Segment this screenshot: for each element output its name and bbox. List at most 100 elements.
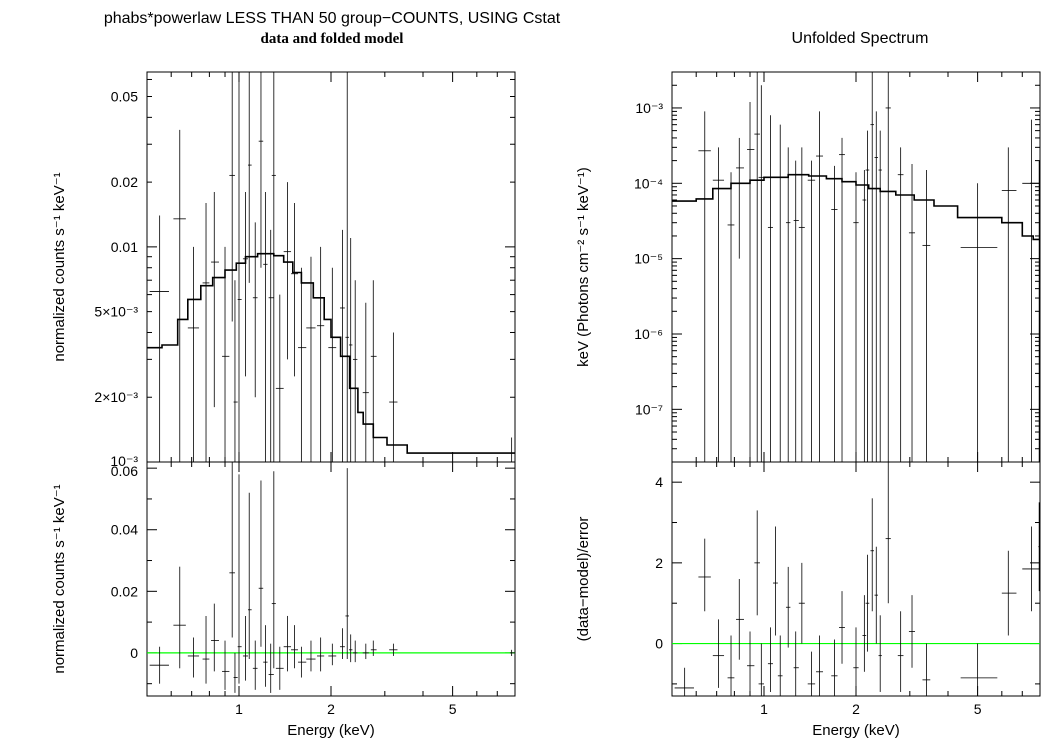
data-point: E=2.55 keV, y=0.001	[885, 72, 891, 462]
data-point: E=1.05 keV, y=-0.5	[767, 627, 773, 692]
data-point: E=1.85 keV, y=0.0043	[317, 246, 325, 462]
y-axis-label: normalized counts s⁻¹ keV⁻¹	[51, 172, 68, 361]
data-point: E=2.26 keV, y=0.012	[345, 468, 349, 660]
data-point: E=0.95 keV, y=0.026	[229, 462, 235, 638]
chart-panel-left_top: 0.05 0.02 0.01 5×10⁻³ 2×10⁻³ 10⁻³ normalized c…	[51, 71, 516, 469]
data-point: E=0.95 keV, y=0.0215	[229, 72, 235, 322]
data-point: E=0.98 keV, y=-1	[758, 643, 764, 696]
data-point: E=1.2 keV, y=0.9	[785, 566, 791, 648]
y-tick-label: 10⁻⁵	[634, 251, 663, 267]
data-point: E=0.71 keV, y=0.00011	[712, 147, 725, 462]
data-point: E=1.33 keV, y=1	[798, 562, 805, 644]
y-tick-label: 10⁻⁷	[635, 401, 663, 417]
data-point: E=0.9 keV, y=-0.55	[747, 631, 755, 696]
data-point: E=1.8 keV, y=0.00024	[839, 137, 845, 462]
data-point: E=2.75 keV, y=0.0031	[370, 280, 377, 462]
data-point: E=2.33 keV, y=1.2	[874, 546, 878, 644]
data-point: E=2.18 keV, y=0.002	[339, 628, 345, 660]
data-point: E=2.18 keV, y=0.00015	[865, 130, 870, 462]
data-point: E=1.08 keV, y=0.024	[247, 72, 252, 283]
y-tick-label: 0	[655, 636, 663, 652]
unfolded-title: Unfolded Spectrum	[791, 30, 929, 47]
data-point: E=1.08 keV, y=0.014	[247, 492, 252, 660]
data-point: E=7.95 keV, y=0.00006	[1038, 160, 1040, 462]
y-tick-label: 0.04	[111, 522, 138, 538]
data-point: E=2.4 keV, y=-0.3	[878, 615, 882, 692]
y-tick-label: 0.05	[111, 89, 138, 105]
data-point: E=1.44 keV, y=0.002	[283, 615, 292, 672]
data-point: E=0.78 keV, y=-0.002	[202, 615, 210, 684]
x-tick-label: 5	[974, 701, 982, 717]
data-point: E=1.22 keV, y=-0.003	[263, 625, 268, 687]
data-point: E=2.13 keV, y=0.2	[862, 595, 867, 672]
data-point: E=1.05 keV, y=0.00003	[767, 115, 773, 462]
data-point: E=0.71 keV, y=-0.3	[712, 619, 725, 688]
y-tick-label: 0.02	[111, 583, 138, 599]
data-point: E=1.52 keV, y=0.00023	[816, 111, 824, 462]
data-point: E=0.95 keV, y=0.00045	[754, 72, 760, 462]
x-tick-label: 2	[852, 701, 860, 717]
data-point: E=0.64 keV, y=0.00027	[698, 111, 711, 462]
data-point: E=1.52 keV, y=0.0075	[291, 202, 299, 377]
y-tick-label: 0.01	[111, 239, 138, 255]
data-point: E=0.71 keV, y=0.0042	[187, 246, 200, 462]
data-point: E=0.98 keV, y=0.00012	[758, 85, 764, 462]
data-point: E=1.43 keV, y=-1	[807, 651, 816, 696]
y-tick-label: 0.06	[111, 463, 138, 479]
model-step-line	[147, 252, 515, 454]
data-point: E=2.8 keV, y=-0.3	[897, 611, 904, 692]
data-point: E=6.3 keV, y=0.00008	[1001, 147, 1017, 462]
data-point: E=3.2 keV, y=0.0019	[389, 332, 398, 462]
data-point: E=0.83 keV, y=0.6	[736, 579, 744, 660]
y-tick-label: 10⁻⁴	[634, 175, 663, 191]
data-point: E=1.72 keV, y=-0.002	[306, 640, 316, 672]
data-layer: E=0.55 keV, y=-1.1E=0.64 keV, y=1.65E=0.…	[672, 462, 1040, 696]
y-tick-label: 0.02	[111, 174, 138, 190]
data-point: E=0.78 keV, y=0.0068	[202, 202, 210, 462]
data-point: E=1.3 keV, y=0.016	[271, 471, 276, 669]
data-point: E=1.05 keV, y=-0.001	[242, 615, 248, 681]
data-point: E=0.97 keV, y=-0.008	[233, 652, 238, 693]
data-layer: E=0.55 keV, y=0.0062 E=0.64 keV, y=0.0135…	[147, 72, 515, 462]
data-point: E=2.13 keV, y=0.00006	[862, 170, 867, 462]
data-point: E=0.97 keV, y=0.0019	[233, 280, 238, 462]
data-point: E=0.95 keV, y=2	[754, 510, 760, 616]
data-point: E=1 keV, y=0.002	[237, 474, 242, 684]
data-point: E=2.26 keV, y=0.0038	[345, 72, 349, 462]
data-point: E=0.9 keV, y=0.0031	[222, 246, 230, 462]
data-layer: E=0.64 keV, y=0.00027E=0.71 keV, y=0.000…	[672, 72, 1040, 462]
data-point: E=2.6 keV, y=0	[362, 643, 369, 660]
chart-panel-right_bottom: 4 2 0 1 2 5 Energy (keV) (data−model)/error E=0.…	[575, 461, 1041, 739]
data-point: E=5 keV, y=-0.85	[960, 643, 998, 696]
data-point: E=7.5 keV, y=1.85	[1022, 526, 1040, 612]
data-point: E=2 keV, y=0.00003	[853, 172, 859, 462]
y-tick-label: 0	[130, 645, 138, 661]
y-axis-label: keV (Photons cm⁻² s⁻¹ keV⁻¹)	[575, 167, 592, 367]
data-point: E=2.33 keV, y=0.00022	[874, 111, 878, 462]
data-point: E=7.8 keV, y=0.001	[509, 437, 515, 462]
data-point: E=7.8 keV, y=0	[509, 649, 515, 656]
data-point: E=2 keV, y=-0.6	[853, 627, 859, 696]
data-point: E=1.2 keV, y=0.00003	[785, 147, 791, 462]
chart-panel-left_bottom: 0.06 0.04 0.02 0 1 2 5 Energy (keV) normalized c…	[51, 461, 516, 739]
data-point: E=0.9 keV, y=-0.006	[222, 640, 230, 690]
data-point: E=2.32 keV, y=0.001	[348, 634, 353, 663]
data-point: E=2.4 keV, y=0.003	[352, 280, 358, 462]
data-point: E=7.5 keV, y=0.0001	[1022, 119, 1040, 462]
data-point: E=2.26 keV, y=0.0006	[870, 72, 874, 462]
data-point: E=0.78 keV, y=-0.85	[727, 635, 735, 696]
data-point: E=0.83 keV, y=0.00016	[736, 137, 744, 259]
plot-frame	[146, 71, 516, 463]
data-point: E=0.64 keV, y=1.65	[698, 538, 711, 612]
data-point: E=3.4 keV, y=0.00002	[922, 170, 931, 462]
data-point: E=2.02 keV, y=-0.001	[328, 643, 337, 666]
data-point: E=0.71 keV, y=-0.001	[187, 637, 200, 678]
y-tick-label: 10⁻⁶	[634, 326, 663, 342]
data-point: E=2.18 keV, y=0.0052	[339, 229, 345, 462]
x-tick-label: 1	[235, 701, 243, 717]
data-point: E=0.83 keV, y=0.0085	[211, 191, 219, 408]
data-point: E=1.22 keV, y=0.0083	[263, 191, 268, 462]
data-point: E=0.9 keV, y=0.00028	[747, 101, 755, 462]
data-point: E=1.13 keV, y=-0.005	[252, 640, 258, 690]
